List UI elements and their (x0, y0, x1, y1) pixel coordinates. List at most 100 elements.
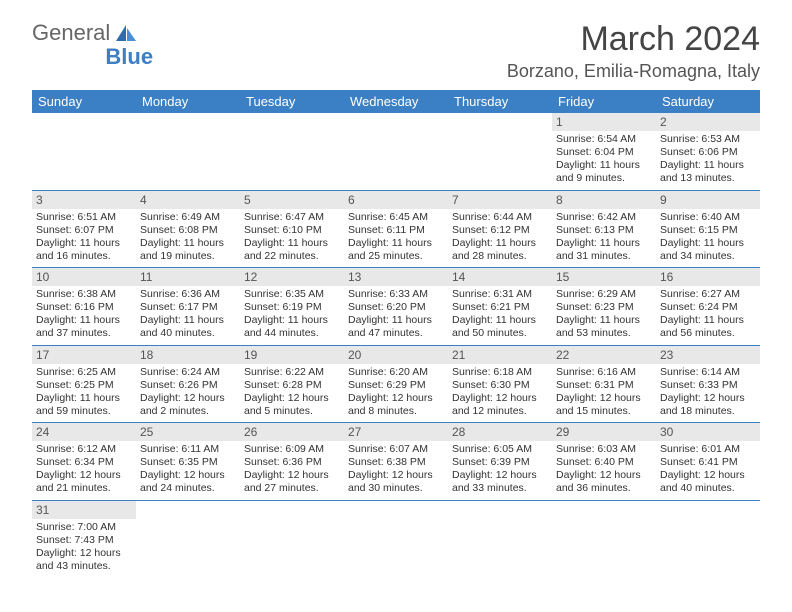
daylight-text: Daylight: 11 hours and 56 minutes. (660, 314, 756, 340)
day-body: Sunrise: 6:35 AMSunset: 6:19 PMDaylight:… (240, 286, 344, 345)
logo-line2: GeneraBlue (32, 44, 153, 70)
daylight-text: Daylight: 12 hours and 36 minutes. (556, 469, 652, 495)
daylight-text: Daylight: 12 hours and 40 minutes. (660, 469, 756, 495)
logo-text-2: Blue (105, 44, 153, 69)
daylight-text: Daylight: 11 hours and 53 minutes. (556, 314, 652, 340)
sunset-text: Sunset: 6:30 PM (452, 379, 548, 392)
sunset-text: Sunset: 6:21 PM (452, 301, 548, 314)
day-number: 7 (448, 191, 552, 209)
sunrise-text: Sunrise: 6:12 AM (36, 443, 132, 456)
sunset-text: Sunset: 6:33 PM (660, 379, 756, 392)
sunrise-text: Sunrise: 6:05 AM (452, 443, 548, 456)
day-body: Sunrise: 6:20 AMSunset: 6:29 PMDaylight:… (344, 364, 448, 423)
calendar-day-cell: 6 Sunrise: 6:45 AMSunset: 6:11 PMDaylight… (344, 190, 448, 268)
sunset-text: Sunset: 6:07 PM (36, 224, 132, 237)
daylight-text: Daylight: 12 hours and 5 minutes. (244, 392, 340, 418)
calendar-day-cell: 7Sunrise: 6:44 AMSunset: 6:12 PMDaylight… (448, 190, 552, 268)
day-body: Sunrise: 6:42 AMSunset: 6:13 PMDaylight:… (552, 209, 656, 268)
daylight-text: Daylight: 11 hours and 9 minutes. (556, 159, 652, 185)
sunrise-text: Sunrise: 6:45 AM (348, 211, 444, 224)
day-body: Sunrise: 6:24 AMSunset: 6:26 PMDaylight:… (136, 364, 240, 423)
sail-icon (114, 23, 138, 43)
day-number (136, 501, 240, 519)
calendar-day-cell (136, 500, 240, 577)
day-number: 25 (136, 423, 240, 441)
day-number: 6 (344, 191, 448, 209)
day-number: 24 (32, 423, 136, 441)
day-number (448, 113, 552, 131)
day-number: 20 (344, 346, 448, 364)
daylight-text: Daylight: 11 hours and 25 minutes. (348, 237, 444, 263)
calendar-week-row: 24Sunrise: 6:12 AMSunset: 6:34 PMDayligh… (32, 423, 760, 501)
sunrise-text: Sunrise: 6:27 AM (660, 288, 756, 301)
day-body: Sunrise: 6:22 AMSunset: 6:28 PMDaylight:… (240, 364, 344, 423)
calendar-day-cell: 17Sunrise: 6:25 AMSunset: 6:25 PMDayligh… (32, 345, 136, 423)
sunset-text: Sunset: 6:16 PM (36, 301, 132, 314)
day-number: 31 (32, 501, 136, 519)
sunrise-text: Sunrise: 6:33 AM (348, 288, 444, 301)
day-number: 4 (136, 191, 240, 209)
day-number (240, 113, 344, 131)
calendar-day-cell (344, 500, 448, 577)
daylight-text: Daylight: 12 hours and 30 minutes. (348, 469, 444, 495)
calendar-day-cell: 1Sunrise: 6:54 AMSunset: 6:04 PMDaylight… (552, 113, 656, 190)
day-number (32, 113, 136, 131)
daylight-text: Daylight: 11 hours and 50 minutes. (452, 314, 548, 340)
day-body: Sunrise: 6:12 AMSunset: 6:34 PMDaylight:… (32, 441, 136, 500)
day-body: Sunrise: 6:25 AMSunset: 6:25 PMDaylight:… (32, 364, 136, 423)
day-number: 8 (552, 191, 656, 209)
sunset-text: Sunset: 6:19 PM (244, 301, 340, 314)
calendar-day-cell: 21Sunrise: 6:18 AMSunset: 6:30 PMDayligh… (448, 345, 552, 423)
day-number: 2 (656, 113, 760, 131)
sunset-text: Sunset: 6:11 PM (348, 224, 444, 237)
day-number: 21 (448, 346, 552, 364)
day-body: Sunrise: 6:29 AMSunset: 6:23 PMDaylight:… (552, 286, 656, 345)
sunset-text: Sunset: 6:36 PM (244, 456, 340, 469)
calendar-day-cell: 24Sunrise: 6:12 AMSunset: 6:34 PMDayligh… (32, 423, 136, 501)
sunrise-text: Sunrise: 6:36 AM (140, 288, 236, 301)
day-number (344, 501, 448, 519)
calendar-day-cell: 31Sunrise: 7:00 AMSunset: 7:43 PMDayligh… (32, 500, 136, 577)
calendar-day-cell: 29Sunrise: 6:03 AMSunset: 6:40 PMDayligh… (552, 423, 656, 501)
weekday-header: Saturday (656, 90, 760, 113)
day-number (344, 113, 448, 131)
daylight-text: Daylight: 11 hours and 59 minutes. (36, 392, 132, 418)
daylight-text: Daylight: 11 hours and 13 minutes. (660, 159, 756, 185)
day-body: Sunrise: 6:53 AMSunset: 6:06 PMDaylight:… (656, 131, 760, 190)
title-block: March 2024 Borzano, Emilia-Romagna, Ital… (507, 20, 760, 82)
day-number: 17 (32, 346, 136, 364)
day-body: Sunrise: 6:36 AMSunset: 6:17 PMDaylight:… (136, 286, 240, 345)
day-body: Sunrise: 6:01 AMSunset: 6:41 PMDaylight:… (656, 441, 760, 500)
calendar-header-row: SundayMondayTuesdayWednesdayThursdayFrid… (32, 90, 760, 113)
day-number: 23 (656, 346, 760, 364)
day-number: 26 (240, 423, 344, 441)
daylight-text: Daylight: 11 hours and 34 minutes. (660, 237, 756, 263)
sunrise-text: Sunrise: 6:44 AM (452, 211, 548, 224)
calendar-day-cell: 23Sunrise: 6:14 AMSunset: 6:33 PMDayligh… (656, 345, 760, 423)
sunrise-text: Sunrise: 6:49 AM (140, 211, 236, 224)
sunset-text: Sunset: 6:26 PM (140, 379, 236, 392)
weekday-header: Friday (552, 90, 656, 113)
calendar-day-cell: 30Sunrise: 6:01 AMSunset: 6:41 PMDayligh… (656, 423, 760, 501)
calendar-day-cell: 28Sunrise: 6:05 AMSunset: 6:39 PMDayligh… (448, 423, 552, 501)
day-number: 13 (344, 268, 448, 286)
day-body: Sunrise: 6:18 AMSunset: 6:30 PMDaylight:… (448, 364, 552, 423)
calendar-day-cell: 10Sunrise: 6:38 AMSunset: 6:16 PMDayligh… (32, 268, 136, 346)
day-number: 9 (656, 191, 760, 209)
sunset-text: Sunset: 6:04 PM (556, 146, 652, 159)
sunrise-text: Sunrise: 6:53 AM (660, 133, 756, 146)
calendar-week-row: 1Sunrise: 6:54 AMSunset: 6:04 PMDaylight… (32, 113, 760, 190)
daylight-text: Daylight: 12 hours and 8 minutes. (348, 392, 444, 418)
calendar-day-cell (448, 113, 552, 190)
calendar-day-cell: 15Sunrise: 6:29 AMSunset: 6:23 PMDayligh… (552, 268, 656, 346)
location-label: Borzano, Emilia-Romagna, Italy (507, 61, 760, 82)
sunrise-text: Sunrise: 6:14 AM (660, 366, 756, 379)
calendar-day-cell: 2Sunrise: 6:53 AMSunset: 6:06 PMDaylight… (656, 113, 760, 190)
sunset-text: Sunset: 6:39 PM (452, 456, 548, 469)
day-body: Sunrise: 6:31 AMSunset: 6:21 PMDaylight:… (448, 286, 552, 345)
calendar-day-cell: 12Sunrise: 6:35 AMSunset: 6:19 PMDayligh… (240, 268, 344, 346)
sunrise-text: Sunrise: 6:11 AM (140, 443, 236, 456)
weekday-header: Thursday (448, 90, 552, 113)
calendar-day-cell: 8Sunrise: 6:42 AMSunset: 6:13 PMDaylight… (552, 190, 656, 268)
day-number: 30 (656, 423, 760, 441)
